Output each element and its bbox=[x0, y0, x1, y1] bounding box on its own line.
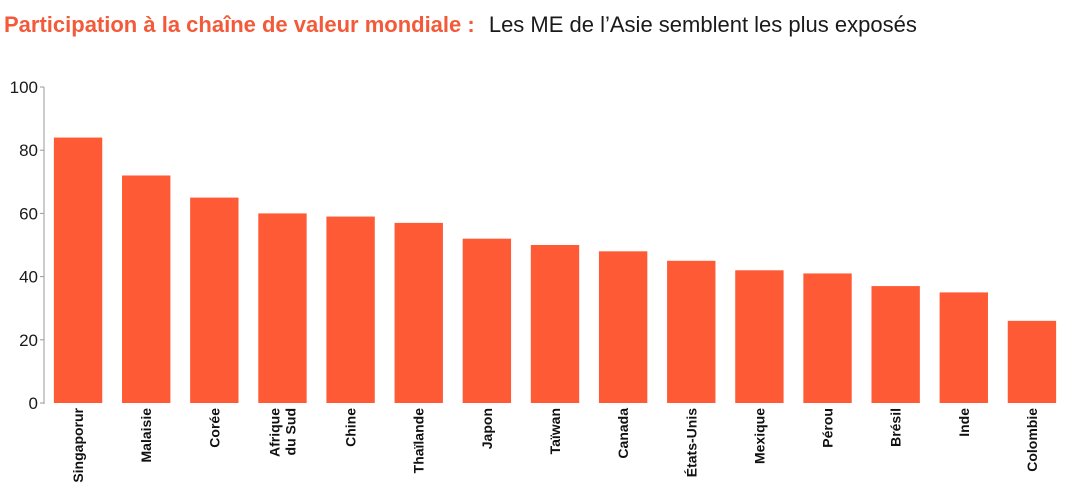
x-tick-label: Mexique bbox=[751, 408, 767, 464]
x-tick-label: Thaïlande bbox=[411, 408, 427, 474]
bar bbox=[939, 292, 988, 403]
bar bbox=[735, 270, 784, 403]
bar bbox=[871, 286, 920, 403]
bar bbox=[598, 251, 648, 403]
x-tick-label: Chine bbox=[343, 408, 359, 447]
title-main: Participation à la chaîne de valeur mond… bbox=[4, 12, 475, 37]
x-tick-label: Afrique bbox=[266, 408, 282, 457]
y-tick-label: 40 bbox=[19, 268, 38, 287]
x-tick-label: Brésil bbox=[888, 408, 904, 447]
x-tick-label: Pérou bbox=[820, 408, 836, 448]
x-tick-label: Corée bbox=[206, 408, 222, 448]
x-tick-label: du Sud bbox=[282, 408, 298, 455]
x-tick-label: Taïwan bbox=[547, 408, 563, 454]
y-tick-label: 20 bbox=[19, 331, 38, 350]
bar bbox=[462, 238, 512, 403]
x-tick-label: Malaisie bbox=[138, 408, 154, 463]
y-tick-label: 100 bbox=[10, 78, 38, 97]
bar bbox=[190, 197, 239, 403]
x-tick-label: Canada bbox=[615, 408, 631, 459]
y-tick-label: 80 bbox=[19, 141, 38, 160]
bar bbox=[122, 175, 171, 403]
bar bbox=[803, 273, 852, 403]
bar bbox=[53, 137, 103, 403]
x-tick-label: États-Unis bbox=[683, 408, 699, 477]
bar bbox=[326, 216, 375, 403]
bar bbox=[394, 222, 443, 403]
bar bbox=[258, 213, 307, 403]
y-tick-label: 60 bbox=[19, 204, 38, 223]
x-tick-label: Colombie bbox=[1024, 408, 1040, 472]
bar bbox=[667, 260, 716, 403]
chart-title: Participation à la chaîne de valeur mond… bbox=[4, 10, 917, 40]
x-tick-label: Singaporur bbox=[70, 407, 86, 482]
bar bbox=[530, 245, 580, 403]
title-subtitle: Les ME de l’Asie semblent les plus expos… bbox=[488, 12, 917, 37]
x-tick-label: Inde bbox=[956, 408, 972, 437]
x-tick-label: Japon bbox=[479, 408, 495, 449]
y-tick-label: 0 bbox=[29, 394, 38, 413]
bar bbox=[1007, 320, 1057, 403]
